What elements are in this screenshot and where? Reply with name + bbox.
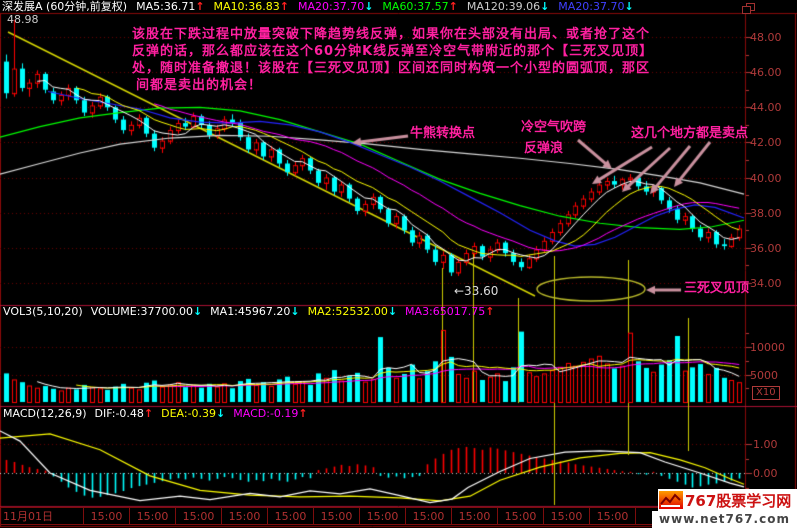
- sell-points-callout: 这几个地方都是卖点: [631, 126, 749, 141]
- time-axis-cell: 15:00: [544, 507, 590, 525]
- analyst-annotation: 该股在下跌过程中放量突破下降趋势线反弹，如果你在头部没有出局、或者抢了这个 反弹…: [132, 26, 653, 94]
- low-price-label: ←33.60: [454, 284, 499, 298]
- macd-axis-label: 0.00: [753, 467, 778, 480]
- macd-axis-label: 1.00: [753, 438, 778, 451]
- time-axis-cell: 15:00: [314, 507, 360, 525]
- ma60-value: MA60:37.57↑: [382, 0, 458, 13]
- down-arrow-icon: ↓: [216, 407, 226, 420]
- price-axis-label: 38.00: [750, 206, 782, 220]
- down-arrow-icon: ↓: [387, 305, 398, 318]
- price-axis-label: 34.00: [750, 276, 782, 290]
- watermark: 767股票学习网: [658, 489, 797, 511]
- time-axis-cell: 15:00: [222, 507, 268, 525]
- price-axis-label: 44.00: [750, 101, 782, 115]
- time-axis-cell: 15:00: [590, 507, 636, 525]
- down-arrow-icon: ↓: [540, 0, 550, 13]
- site-logo-icon: [659, 491, 683, 509]
- up-arrow-icon: ↑: [298, 407, 308, 420]
- ma120-value: MA120:39.06↓: [466, 0, 550, 13]
- down-arrow-icon: ↓: [290, 305, 300, 318]
- dif-value: DIF:-0.48↑: [94, 407, 154, 420]
- peak-price-label: 48.98: [7, 13, 39, 26]
- time-axis-cell: 15:00: [268, 507, 314, 525]
- watermark-site-url: www.net767.com: [652, 511, 797, 528]
- annotation-line: 该股在下跌过程中放量突破下降趋势线反弹，如果你在头部没有出局、或者抢了这个: [132, 27, 651, 42]
- three-death-cross-label: 三死叉见顶: [684, 281, 750, 296]
- volume-header: VOL3(5,10,20) VOLUME:37700.00↓ MA1:45967…: [3, 306, 494, 318]
- volume-axis-label: 10000: [750, 341, 785, 354]
- annotation-line: 反弹的话，那么都应该在这个60分钟K线反弹至冷空气带附近的那个【三死叉见顶】: [132, 44, 654, 59]
- down-arrow-icon: ↓: [364, 0, 374, 13]
- up-arrow-icon: ↑: [143, 407, 154, 420]
- time-axis-cell: 15:00: [130, 507, 176, 525]
- cold-air-callout-line1: 冷空气吹跨: [521, 120, 587, 135]
- up-arrow-icon: ↑: [485, 305, 495, 318]
- vol-ma1-value: MA1:45967.20↓: [210, 305, 300, 318]
- dea-value: DEA:-0.39↓: [161, 407, 226, 420]
- ma5-value: MA5:36.71↑: [136, 0, 205, 13]
- ma20-value: MA20:37.70↓: [297, 0, 374, 13]
- window-restore-icon[interactable]: [742, 3, 755, 15]
- vol-ma2-value: MA2:52532.00↓: [307, 305, 398, 318]
- time-axis-cell: 15:00: [498, 507, 544, 525]
- time-axis-cell: 15:00: [176, 507, 222, 525]
- ma10-value: MA10:36.83↑: [213, 0, 289, 13]
- volume-multiplier-badge: X10: [752, 386, 780, 400]
- watermark-site-name: 767股票学习网: [685, 491, 792, 510]
- volume-value: VOLUME:37700.00↓: [90, 305, 203, 318]
- annotation-line: 间都是卖出的机会！: [136, 78, 263, 93]
- stock-title: 深发展A (60分钟,前复权): [2, 0, 128, 13]
- price-axis-label: 36.00: [750, 241, 782, 255]
- time-axis-cell: 15:00: [360, 507, 406, 525]
- up-arrow-icon: ↑: [448, 0, 458, 13]
- macd-value: MACD:-0.19↑: [233, 407, 308, 420]
- time-axis-cell: 11月01日: [0, 507, 84, 525]
- bull-bear-callout: 牛熊转换点: [410, 126, 476, 141]
- cold-air-callout-line2: 反弹浪: [524, 141, 564, 156]
- time-axis-cell: 15:00: [84, 507, 130, 525]
- time-axis-cell: 15:00: [406, 507, 452, 525]
- up-arrow-icon: ↑: [279, 0, 289, 13]
- up-arrow-icon: ↑: [195, 0, 205, 13]
- chart-header: 深发展A (60分钟,前复权) MA5:36.71↑ MA10:36.83↑ M…: [2, 1, 634, 13]
- down-arrow-icon: ↓: [624, 0, 634, 13]
- ma20b-value: MA20:37.70↓: [558, 0, 634, 13]
- macd-indicator-name: MACD(12,26,9): [3, 407, 87, 420]
- down-arrow-icon: ↓: [192, 305, 203, 318]
- time-axis-cell: 15:00: [452, 507, 498, 525]
- price-axis-label: 48.00: [750, 31, 782, 44]
- price-axis-label: 42.00: [750, 136, 782, 150]
- annotation-line: 处，随时准备撤退！该股在【三死叉见顶】区间还同时构筑一个小型的圆弧顶，那区: [132, 61, 651, 76]
- price-axis-label: 46.00: [750, 66, 782, 80]
- vol-ma3-value: MA3:65017.75↑: [405, 305, 495, 318]
- vol-indicator-name: VOL3(5,10,20): [3, 305, 83, 318]
- macd-header: MACD(12,26,9) DIF:-0.48↑ DEA:-0.39↓ MACD…: [3, 408, 308, 420]
- volume-axis-label: 5000: [750, 368, 778, 382]
- price-axis-label: 40.00: [750, 171, 782, 185]
- time-axis: 11月01日 15:00 15:00 15:00 15:00 15:00 15:00 15:0…: [0, 507, 745, 527]
